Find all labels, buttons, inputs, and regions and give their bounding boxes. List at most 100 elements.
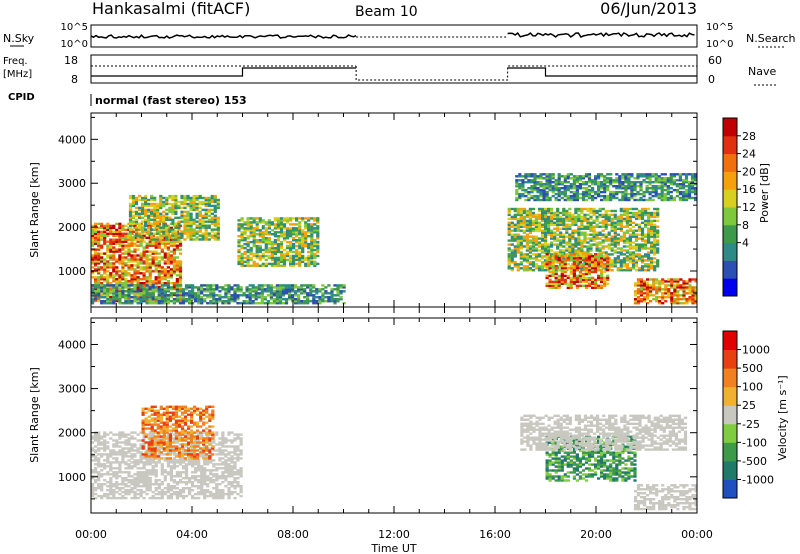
echo-cell	[566, 181, 570, 184]
echo-cell	[203, 290, 207, 293]
echo-cell	[91, 483, 95, 486]
echo-cell	[572, 272, 576, 276]
echo-cell	[169, 262, 173, 265]
echo-cell	[276, 237, 280, 240]
echo-cell	[603, 284, 607, 287]
nave-tick-top: 60	[708, 54, 722, 67]
echo-cell	[572, 187, 576, 190]
echo-cell	[553, 235, 557, 238]
echo-cell	[118, 467, 122, 470]
echo-cell	[616, 223, 620, 226]
echo-cell	[295, 244, 299, 248]
echo-cell	[587, 266, 592, 270]
echo-cell	[216, 218, 220, 221]
echo-cell	[562, 221, 566, 224]
echo-cell	[679, 302, 683, 305]
echo-cell	[312, 298, 316, 301]
echo-cell	[207, 234, 211, 237]
echo-cell	[148, 282, 152, 285]
echo-cell	[507, 229, 511, 232]
echo-cell	[213, 218, 217, 221]
echo-cell	[681, 179, 686, 182]
echo-cell	[646, 286, 650, 289]
echo-cell	[507, 249, 511, 252]
echo-cell	[91, 447, 95, 450]
echo-cell	[94, 228, 98, 232]
echo-cell	[548, 198, 552, 202]
echo-cell	[128, 236, 133, 239]
echo-cell	[240, 233, 244, 236]
echo-cell	[112, 494, 116, 498]
echo-cell	[634, 229, 639, 232]
echo-cell	[153, 238, 157, 241]
echo-cell	[336, 292, 340, 295]
echo-cell	[147, 208, 151, 212]
echo-cell	[207, 224, 211, 227]
echo-cell	[118, 302, 122, 305]
echo-cell	[258, 221, 262, 224]
echo-cell	[510, 267, 514, 270]
echo-cell	[634, 265, 639, 268]
echo-cell	[91, 248, 95, 251]
echo-cell	[660, 177, 664, 180]
echo-cell	[598, 249, 602, 252]
echo-cell	[610, 213, 614, 217]
echo-cell	[252, 219, 256, 222]
echo-cell	[667, 296, 671, 299]
echo-cell	[194, 300, 198, 303]
echo-cell	[106, 278, 110, 281]
echo-cell	[261, 225, 265, 228]
echo-cell	[507, 209, 511, 213]
echo-cell	[150, 208, 154, 212]
echo-cell	[227, 298, 231, 301]
echo-cell	[121, 224, 125, 228]
echo-cell	[650, 241, 654, 244]
echo-cell	[583, 251, 587, 254]
echo-cell	[688, 296, 692, 299]
echo-cell	[560, 280, 564, 284]
echo-cell	[267, 231, 271, 234]
echo-cell	[566, 177, 570, 180]
echo-cell	[574, 207, 578, 211]
echo-cell	[516, 267, 520, 270]
echo-cell	[516, 211, 520, 215]
echo-cell	[109, 228, 113, 232]
echo-cell	[651, 198, 655, 202]
echo-cell	[292, 227, 296, 230]
echo-cell	[106, 290, 110, 293]
echo-cell	[551, 274, 555, 278]
echo-cell	[163, 270, 167, 273]
echo-cell	[694, 296, 697, 299]
echo-cell	[594, 278, 598, 282]
echo-cell	[288, 294, 292, 297]
echo-cell	[537, 245, 542, 248]
echo-cell	[145, 288, 149, 291]
echo-cell	[557, 188, 561, 192]
echo-cell	[568, 217, 572, 221]
echo-cell	[303, 302, 307, 305]
echo-cell	[276, 244, 280, 248]
echo-cell	[598, 231, 602, 234]
echo-cell	[594, 190, 598, 194]
echo-cell	[687, 192, 692, 196]
echo-cell	[94, 278, 98, 281]
echo-cell	[201, 216, 205, 219]
echo-cell	[628, 241, 632, 244]
echo-cell	[342, 302, 346, 305]
echo-cell	[556, 209, 560, 213]
echo-cell	[603, 198, 607, 202]
echo-cell	[159, 220, 163, 223]
echo-cell	[276, 235, 280, 238]
echo-cell	[550, 237, 554, 240]
echo-cell	[264, 231, 268, 234]
echo-cell	[183, 196, 187, 200]
echo-cell	[151, 288, 155, 291]
echo-cell	[619, 225, 623, 228]
echo-cell	[575, 258, 579, 262]
echo-cell	[601, 225, 605, 228]
echo-cell	[653, 207, 657, 211]
echo-cell	[121, 264, 125, 267]
echo-cell	[121, 242, 125, 245]
echo-cell	[151, 244, 155, 247]
echo-cell	[292, 242, 296, 246]
